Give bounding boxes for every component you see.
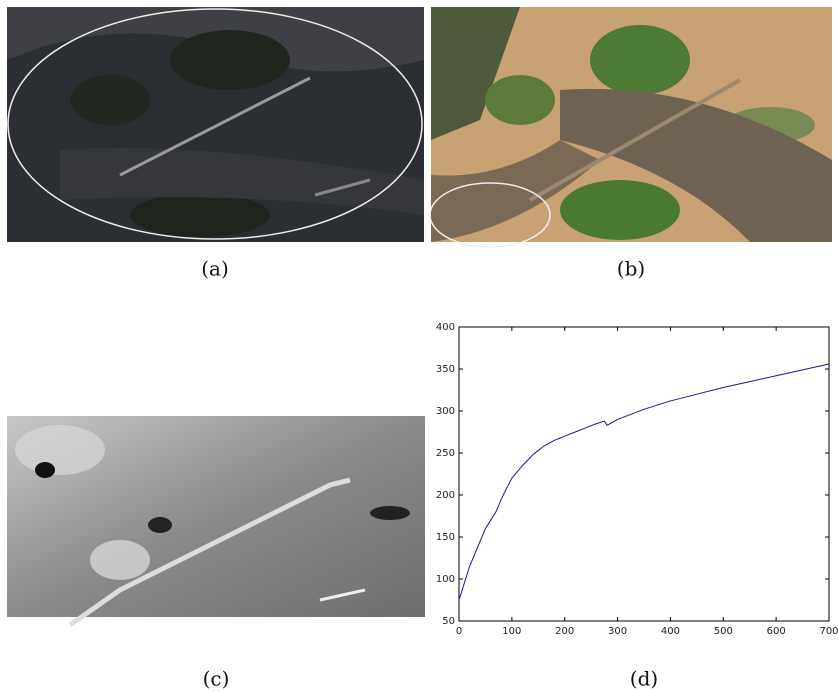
photo-a [7, 7, 424, 242]
chart: 50 100 150 200 250 300 350 400 0 100 200 300 400 500 6… [436, 322, 838, 637]
x-tick-label: 0 [456, 626, 462, 637]
caption: (d) [630, 667, 658, 691]
y-tick-label: 150 [436, 532, 455, 543]
x-tick-label: 500 [714, 626, 733, 637]
plot-area [459, 327, 829, 621]
photo-c [7, 416, 425, 625]
caption: (c) [203, 667, 230, 691]
x-tick-label: 200 [555, 626, 574, 637]
x-tick-label: 300 [608, 626, 627, 637]
y-tick-label: 250 [436, 448, 455, 459]
x-tick-label: 400 [661, 626, 680, 637]
x-tick-label: 600 [767, 626, 786, 637]
y-tick-label: 50 [442, 616, 455, 627]
x-tick-label: 700 [819, 626, 838, 637]
photo-b [430, 7, 832, 247]
y-tick-label: 200 [436, 490, 455, 501]
y-tick-label: 100 [436, 574, 455, 585]
caption: (a) [201, 257, 229, 281]
caption: (b) [617, 257, 645, 281]
figure: 50 100 150 200 250 300 350 400 0 100 200 300 400 500 6… [0, 0, 838, 693]
y-tick-label: 350 [436, 364, 455, 375]
y-tick-label: 400 [436, 322, 455, 333]
x-tick-label: 100 [502, 626, 521, 637]
y-tick-label: 300 [436, 406, 455, 417]
